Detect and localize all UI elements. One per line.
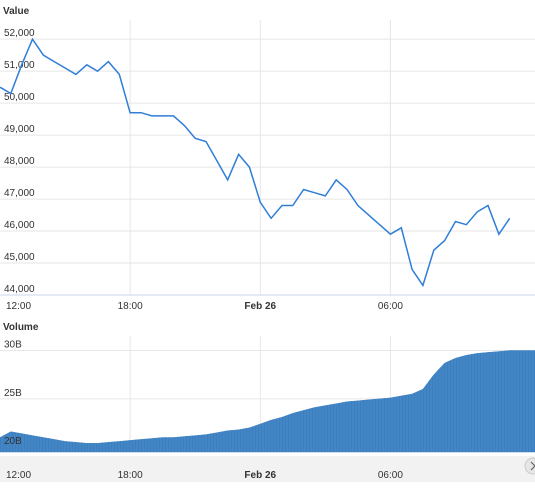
scrollbar-track[interactable]: [0, 456, 535, 482]
price-x-tick-label: 06:00: [378, 301, 403, 312]
price-y-tick-label: 49,000: [4, 124, 35, 135]
price-panel: Value 52,000 51,000 50,000 49,000 48,000 47,0…: [0, 6, 535, 312]
price-x-tick-label: 12:00: [6, 301, 31, 312]
navigator[interactable]: 12:00 18:00 Feb 26 06:00: [0, 456, 535, 482]
price-y-tick-label: 51,000: [4, 60, 35, 71]
navigator-x-tick-label: Feb 26: [244, 470, 276, 481]
scroll-right-button[interactable]: [524, 457, 535, 475]
volume-y-tick-label: 20B: [4, 436, 22, 447]
navigator-x-tick-label: 06:00: [378, 470, 403, 481]
price-line[interactable]: [0, 37, 511, 288]
price-gridlines: [0, 20, 535, 296]
volume-y-tick-label: 25B: [4, 388, 22, 399]
price-x-tick-labels: 12:00 18:00 Feb 26 06:00: [6, 301, 403, 312]
volume-axis-title: Volume: [3, 322, 39, 333]
price-x-tick-label: Feb 26: [244, 301, 276, 312]
volume-panel: Volume 30B 25B 20B: [0, 322, 535, 453]
navigator-x-tick-labels: 12:00 18:00 Feb 26 06:00: [6, 470, 403, 481]
volume-series[interactable]: [0, 336, 535, 453]
price-axis-title: Value: [3, 6, 30, 17]
navigator-x-tick-label: 12:00: [6, 470, 31, 481]
price-y-tick-label: 47,000: [4, 188, 35, 199]
price-y-tick-label: 48,000: [4, 156, 35, 167]
volume-y-tick-label: 30B: [4, 340, 22, 351]
price-y-tick-label: 52,000: [4, 28, 35, 39]
price-y-tick-labels: 52,000 51,000 50,000 49,000 48,000 47,000 46,0…: [4, 28, 35, 295]
price-series[interactable]: [0, 37, 511, 288]
navigator-x-tick-label: 18:00: [118, 470, 143, 481]
price-x-tick-label: 18:00: [118, 301, 143, 312]
price-y-tick-label: 46,000: [4, 220, 35, 231]
price-y-tick-label: 44,000: [4, 284, 35, 295]
chevron-right-icon: [530, 461, 535, 471]
price-y-tick-label: 50,000: [4, 92, 35, 103]
volume-y-tick-labels: 30B 25B 20B: [4, 340, 22, 448]
volume-area[interactable]: [0, 350, 535, 453]
price-y-tick-label: 45,000: [4, 252, 35, 263]
